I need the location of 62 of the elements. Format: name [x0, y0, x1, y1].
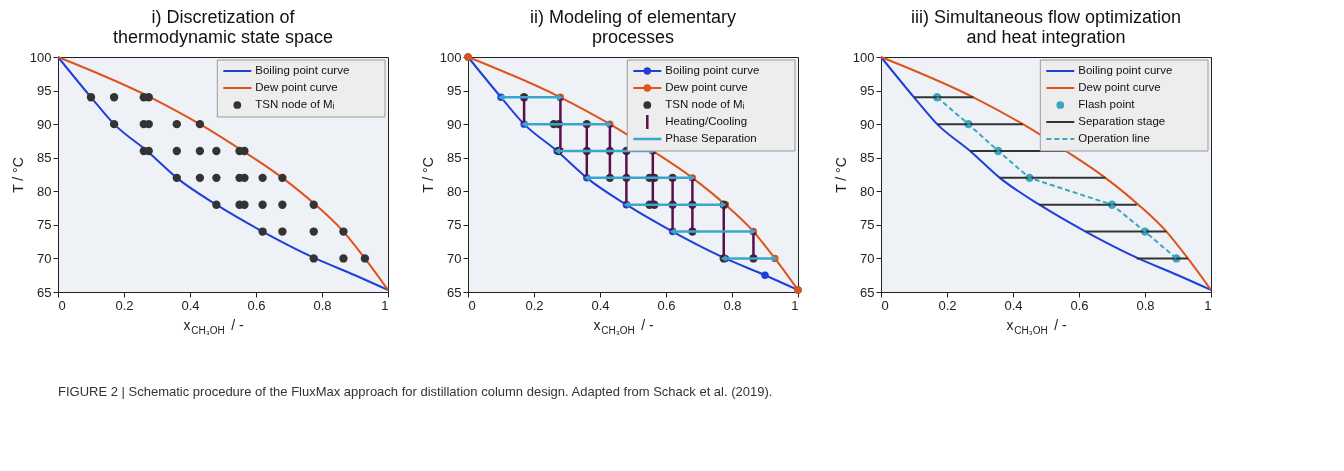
y-tick-label: 80	[860, 183, 875, 199]
y-tick-label: 95	[37, 83, 52, 99]
x-tick-label: 0.8	[1136, 297, 1155, 313]
y-tick-label: 85	[37, 150, 52, 166]
legend-label: Separation stage	[1078, 115, 1166, 127]
y-tick-label: 90	[37, 116, 52, 132]
caption: FIGURE 2 | Schematic procedure of the FluxMax approach for distillation column design. Adapted from Schack et al. (2019).	[58, 384, 773, 399]
legend-label: Flash point	[1078, 98, 1136, 110]
legend-label: Dew point curve	[1078, 81, 1161, 93]
y-tick-label: 85	[860, 150, 875, 166]
y-tick-label: 75	[37, 217, 52, 233]
y-tick-label: 70	[860, 250, 875, 266]
y-tick-label: 65	[37, 284, 52, 300]
legend-label: Dew point curve	[255, 81, 338, 93]
x-tick-label: 0.6	[657, 297, 676, 313]
x-tick-label: 0.4	[1004, 297, 1023, 313]
x-tick-label: 0	[58, 297, 66, 313]
x-tick-label: 0	[881, 297, 889, 313]
x-tick-label: 0	[468, 297, 476, 313]
y-tick-label: 75	[447, 217, 462, 233]
chart-title: ii) Modeling of elementary processes	[529, 7, 737, 47]
x-tick-label: 0.2	[115, 297, 134, 313]
x-tick-label: 0.8	[313, 297, 332, 313]
x-tick-label: 0.6	[247, 297, 266, 313]
x-tick-label: 0.2	[525, 297, 544, 313]
y-tick-label: 95	[860, 83, 875, 99]
x-tick-label: 0.4	[591, 297, 610, 313]
y-axis-title: T / °C	[9, 157, 26, 193]
x-tick-label: 1	[1204, 297, 1212, 313]
x-tick-label: 0.4	[181, 297, 200, 313]
y-axis-title: T / °C	[419, 157, 436, 193]
y-tick-label: 80	[447, 183, 462, 199]
x-tick-label: 1	[381, 297, 389, 313]
x-tick-label: 0.6	[1070, 297, 1089, 313]
y-tick-label: 100	[29, 49, 52, 65]
legend-label: Phase Separation	[665, 132, 757, 144]
x-tick-label: 0.2	[938, 297, 957, 313]
x-tick-label: 1	[791, 297, 799, 313]
y-tick-label: 65	[447, 284, 462, 300]
y-tick-label: 75	[860, 217, 875, 233]
legend-label: Heating/Cooling	[665, 115, 748, 127]
y-tick-label: 100	[852, 49, 875, 65]
legend-label: TSN node of Mᵢ	[255, 98, 335, 110]
legend-label: Dew point curve	[665, 81, 748, 93]
y-tick-label: 70	[447, 250, 462, 266]
legend-label: Boiling point curve	[1078, 64, 1173, 76]
y-tick-label: 90	[447, 116, 462, 132]
y-tick-label: 80	[37, 183, 52, 199]
legend-label: Boiling point curve	[255, 64, 350, 76]
y-axis-title: T / °C	[832, 157, 849, 193]
legend-label: TSN node of Mᵢ	[665, 98, 745, 110]
y-tick-label: 85	[447, 150, 462, 166]
chart-title: i) Discretization of thermodynamic state space	[112, 7, 334, 47]
y-tick-label: 70	[37, 250, 52, 266]
chart-title: iii) Simultaneous flow optimization and heat integration	[910, 7, 1182, 47]
y-tick-label: 100	[439, 49, 462, 65]
x-tick-label: 0.8	[723, 297, 742, 313]
y-tick-label: 95	[447, 83, 462, 99]
y-tick-label: 90	[860, 116, 875, 132]
legend-label: Operation line	[1078, 132, 1150, 144]
y-tick-label: 65	[860, 284, 875, 300]
legend-label: Boiling point curve	[665, 64, 760, 76]
